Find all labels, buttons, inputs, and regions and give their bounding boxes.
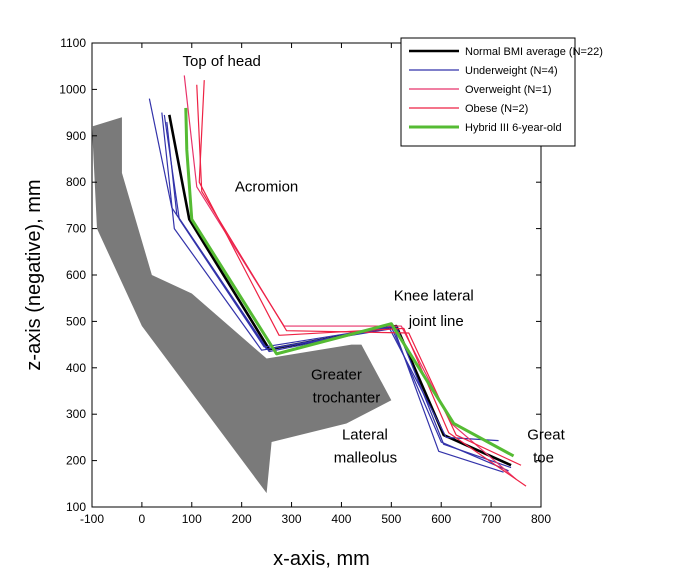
series-line-overweight [183, 75, 517, 480]
annotation-label: Great [527, 427, 565, 444]
y-tick-label: 700 [66, 222, 86, 236]
y-axis-label: z-axis (negative), mm [23, 179, 45, 370]
legend-label-underweight: Underweight (N=4) [465, 65, 558, 77]
annotation-label: Greater [311, 366, 362, 383]
x-tick-label: 500 [381, 512, 401, 526]
x-tick-label: 600 [431, 512, 451, 526]
y-tick-label: 200 [66, 454, 86, 468]
x-tick-label: 100 [182, 512, 202, 526]
annotation-label: trochanter [313, 390, 381, 407]
y-tick-label: 600 [66, 268, 86, 282]
annotation-label: joint line [408, 313, 464, 330]
x-tick-label: 400 [331, 512, 351, 526]
x-tick-label: -100 [80, 512, 104, 526]
legend-label-hybrid: Hybrid III 6-year-old [465, 122, 562, 134]
annotation-label: malleolus [334, 449, 397, 466]
series-line-underweight [163, 114, 499, 442]
y-tick-label: 900 [66, 129, 86, 143]
x-tick-label: 200 [232, 512, 252, 526]
seat-outline [92, 117, 392, 494]
legend-label-overweight: Overweight (N=1) [465, 84, 552, 96]
y-tick-label: 1100 [60, 36, 86, 50]
y-tick-label: 100 [66, 500, 86, 514]
y-tick-label: 300 [66, 407, 86, 421]
annotation-label: Top of head [183, 53, 261, 70]
y-tick-label: 1000 [59, 82, 86, 96]
y-tick-label: 400 [66, 361, 86, 375]
x-tick-label: 800 [531, 512, 551, 526]
annotation-label: Acromion [235, 178, 298, 195]
x-tick-label: 0 [139, 512, 146, 526]
x-axis-label: x-axis, mm [273, 548, 370, 570]
legend-label-normal: Normal BMI average (N=22) [465, 46, 603, 58]
legend-label-obese: Obese (N=2) [465, 103, 528, 115]
x-tick-label: 300 [282, 512, 302, 526]
annotation-label: Lateral [342, 427, 388, 444]
y-tick-label: 500 [66, 314, 86, 328]
series-line-obese [198, 80, 527, 487]
y-tick-label: 800 [66, 175, 86, 189]
annotation-label: Knee lateral [394, 288, 474, 305]
x-tick-label: 700 [481, 512, 501, 526]
series-line-hybrid [184, 107, 515, 458]
annotation-label: toe [533, 449, 554, 466]
